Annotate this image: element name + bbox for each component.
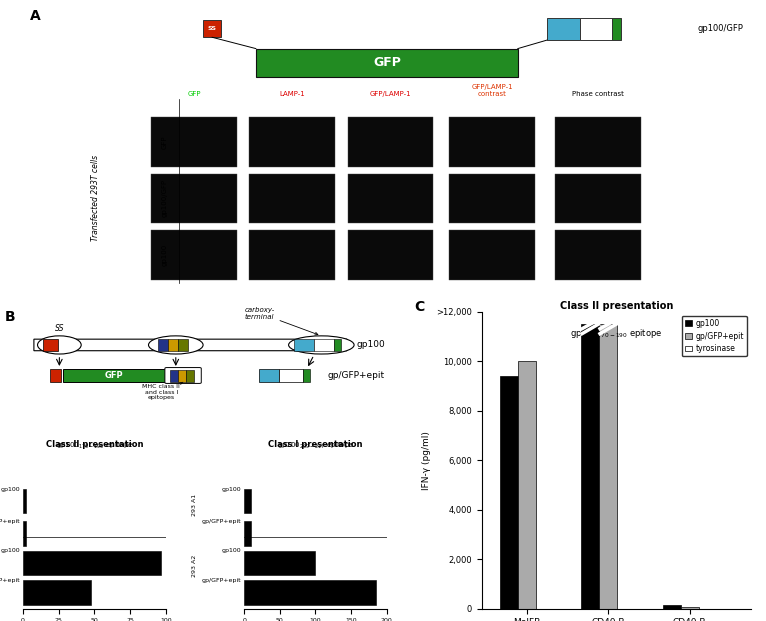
- Text: GFP/LAMP-1
contrast: GFP/LAMP-1 contrast: [472, 84, 513, 97]
- Legend: gp100, gp/GFP+epit, tyrosinase: gp100, gp/GFP+epit, tyrosinase: [682, 315, 747, 356]
- Bar: [41, 340, 339, 350]
- Bar: [555, 230, 641, 279]
- Bar: [303, 369, 310, 382]
- FancyBboxPatch shape: [34, 339, 347, 351]
- Text: SS: SS: [208, 26, 217, 31]
- Bar: [244, 522, 251, 546]
- Text: gp100/GFP: gp100/GFP: [162, 179, 168, 217]
- Text: 293 A1: 293 A1: [192, 494, 197, 517]
- Text: gp/GFP+epit: gp/GFP+epit: [0, 519, 20, 524]
- Text: gp/GFP+epit: gp/GFP+epit: [328, 371, 385, 380]
- Bar: [151, 230, 237, 279]
- Bar: [348, 174, 434, 223]
- Bar: [450, 117, 535, 166]
- Text: gp/GFP+epit: gp/GFP+epit: [0, 578, 20, 583]
- Text: gp/GFP+epit: gp/GFP+epit: [201, 578, 241, 583]
- Bar: [450, 230, 535, 279]
- Text: gp100: gp100: [1, 487, 20, 492]
- Bar: [170, 369, 178, 381]
- FancyBboxPatch shape: [165, 368, 201, 383]
- Bar: [581, 324, 599, 609]
- Text: Transfected 293T cells: Transfected 293T cells: [91, 155, 100, 242]
- Bar: [249, 174, 336, 223]
- Text: gp100$_{170-190}$ epitope: gp100$_{170-190}$ epitope: [56, 441, 133, 451]
- Bar: [580, 17, 612, 40]
- Bar: [663, 605, 681, 609]
- Title: Class II presentation: Class II presentation: [45, 440, 143, 450]
- Text: LAMP-1: LAMP-1: [280, 91, 305, 97]
- Bar: [280, 369, 303, 382]
- Title: Class I presentation: Class I presentation: [268, 440, 363, 450]
- Bar: [51, 369, 61, 382]
- Text: SS: SS: [54, 324, 64, 333]
- Bar: [260, 369, 280, 382]
- Bar: [178, 369, 186, 381]
- Bar: [23, 489, 26, 514]
- Text: Phase contrast: Phase contrast: [572, 91, 624, 97]
- Text: GFP/LAMP-1: GFP/LAMP-1: [370, 91, 411, 97]
- Text: MHC class II
and class I
epitopes: MHC class II and class I epitopes: [142, 382, 183, 401]
- Bar: [314, 339, 334, 351]
- Bar: [178, 339, 188, 351]
- Bar: [348, 230, 434, 279]
- Ellipse shape: [289, 336, 354, 354]
- Ellipse shape: [38, 336, 81, 354]
- Bar: [294, 339, 314, 351]
- Y-axis label: IFN-γ (pg/ml): IFN-γ (pg/ml): [421, 431, 430, 490]
- Bar: [613, 17, 621, 40]
- Bar: [348, 117, 434, 166]
- Text: gp100: gp100: [1, 548, 20, 553]
- Bar: [499, 376, 518, 609]
- Bar: [244, 489, 251, 514]
- Text: GFP: GFP: [187, 91, 201, 97]
- Bar: [186, 369, 195, 381]
- Text: gp100$_{170-190}$ epitope: gp100$_{170-190}$ epitope: [570, 327, 663, 340]
- Bar: [244, 551, 316, 575]
- Bar: [23, 522, 26, 546]
- Bar: [555, 117, 641, 166]
- Title: Class II presentation: Class II presentation: [559, 301, 673, 311]
- Text: gp100: gp100: [162, 243, 168, 266]
- Bar: [547, 17, 580, 40]
- Bar: [555, 174, 641, 223]
- Bar: [151, 117, 237, 166]
- Bar: [151, 174, 237, 223]
- Bar: [249, 117, 336, 166]
- Text: C: C: [414, 300, 425, 314]
- Bar: [23, 551, 162, 575]
- Text: GFP: GFP: [373, 57, 401, 69]
- Bar: [43, 339, 57, 351]
- Bar: [681, 607, 699, 609]
- Text: GFP: GFP: [162, 135, 168, 148]
- Bar: [63, 369, 165, 382]
- Ellipse shape: [149, 336, 203, 354]
- Text: 293 A2: 293 A2: [192, 555, 197, 577]
- Text: gp100: gp100: [221, 548, 241, 553]
- Bar: [23, 581, 91, 605]
- Text: B: B: [5, 310, 15, 324]
- Text: gp/GFP+epit: gp/GFP+epit: [201, 519, 241, 524]
- Bar: [168, 339, 178, 351]
- Text: gp100/GFP: gp100/GFP: [698, 24, 743, 34]
- Text: gp100$_{209-217}$ epitope: gp100$_{209-217}$ epitope: [277, 441, 354, 451]
- Bar: [249, 230, 336, 279]
- Bar: [450, 174, 535, 223]
- Text: gp100: gp100: [221, 487, 241, 492]
- Bar: [203, 20, 221, 37]
- Bar: [518, 361, 535, 609]
- Text: A: A: [31, 9, 41, 23]
- Bar: [158, 339, 168, 351]
- Text: carboxy-
terminal: carboxy- terminal: [244, 307, 318, 335]
- Bar: [334, 339, 341, 351]
- Bar: [244, 581, 376, 605]
- Bar: [256, 48, 518, 77]
- Bar: [599, 324, 617, 609]
- Text: GFP: GFP: [105, 371, 123, 380]
- Text: gp100: gp100: [356, 340, 385, 350]
